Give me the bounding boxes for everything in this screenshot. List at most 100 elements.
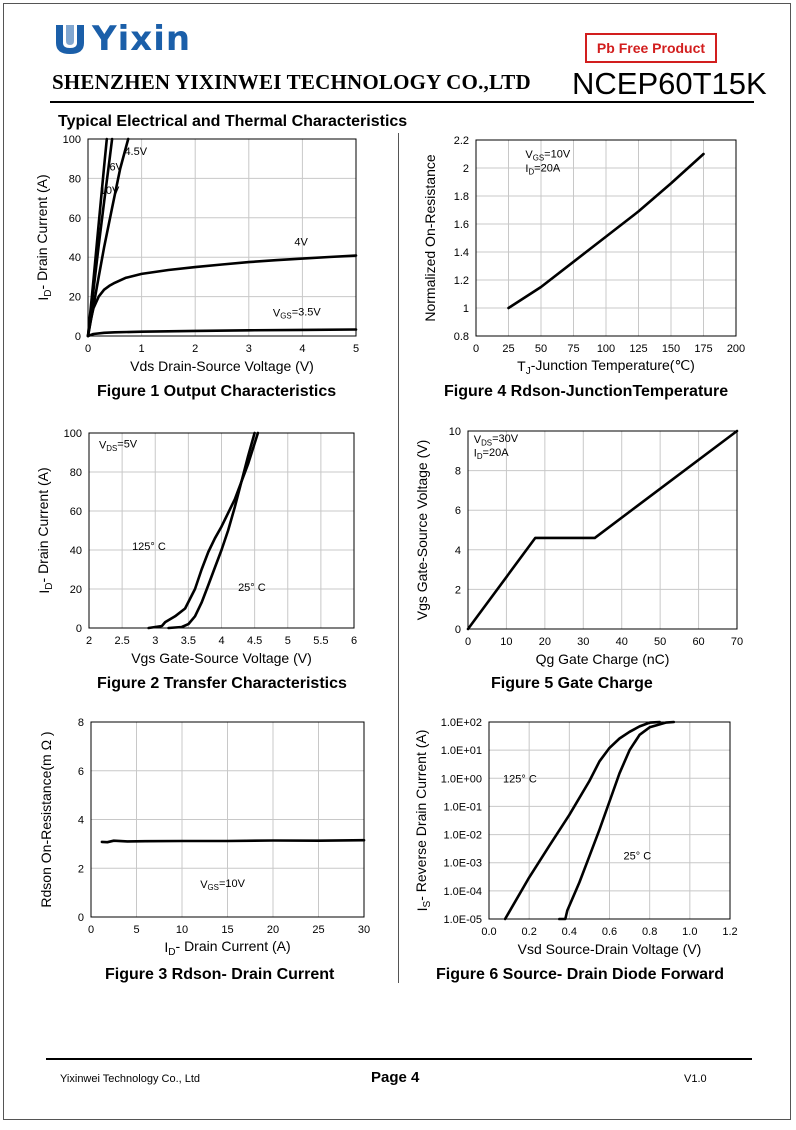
grid: [476, 140, 736, 336]
series-line-vgs-3-5v: [86, 328, 358, 338]
x-tick-label: 2: [192, 343, 198, 355]
y-tick-label: 8: [78, 717, 84, 729]
x-axis-label: Vgs Gate-Source Voltage (V): [131, 650, 312, 666]
x-tick-label: 5: [133, 924, 139, 936]
x-tick-label: 25: [312, 924, 324, 936]
y-tick-label: 60: [70, 506, 82, 518]
y-tick-label: 1.8: [454, 191, 469, 203]
y-tick-label: 1.4: [454, 247, 469, 259]
figure-caption: Figure 4 Rdson-JunctionTemperature: [444, 383, 729, 400]
x-tick-label: 0: [85, 343, 91, 355]
x-tick-label: 20: [267, 924, 279, 936]
x-tick-label: 2: [86, 635, 92, 647]
y-tick-label: 1.0E+01: [441, 745, 482, 757]
footer-version: V1.0: [684, 1073, 707, 1085]
section-title: Typical Electrical and Thermal Character…: [58, 113, 408, 130]
y-tick-label: 20: [69, 292, 81, 304]
x-tick-label: 175: [694, 343, 712, 355]
y-tick-label: 1.0E-02: [443, 830, 482, 842]
y-tick-label: 1.6: [454, 219, 469, 231]
footer-company: Yixinwei Technology Co., Ltd: [60, 1073, 201, 1085]
x-axis-label: Vds Drain-Source Voltage (V): [130, 358, 314, 374]
series-line-6v: [86, 137, 114, 338]
series-line-rdson: [507, 152, 705, 310]
annotation-125-c: 125° C: [132, 541, 166, 553]
x-tick-label: 75: [567, 343, 579, 355]
footer-rule: [46, 1058, 752, 1060]
y-tick-label: 6: [455, 505, 461, 517]
y-tick-label: 2: [455, 584, 461, 596]
annotation-10v: 10V: [100, 185, 120, 197]
x-tick-label: 4: [299, 343, 305, 355]
y-tick-label: 40: [69, 252, 81, 264]
x-axis-label: Qg Gate Charge (nC): [536, 651, 670, 667]
plot-area: [87, 138, 357, 337]
y-axis-label: Vgs Gate-Source Voltage (V): [414, 440, 430, 621]
series-line-25-c: [167, 431, 256, 630]
x-axis-label: ID- Drain Current (A): [164, 938, 290, 958]
x-tick-label: 20: [539, 636, 551, 648]
annotation-6v: 6V: [109, 162, 123, 174]
series-line-125-c: [147, 431, 260, 630]
annotation-vds-5v: VDS=5V: [99, 439, 138, 453]
x-tick-label: 200: [727, 343, 745, 355]
footer-page-number: Page 4: [371, 1069, 420, 1086]
x-tick-label: 0.6: [602, 926, 617, 938]
y-tick-label: 4: [455, 545, 461, 557]
annotation-vds-30v: VDS=30V: [474, 433, 519, 447]
x-tick-label: 125: [629, 343, 647, 355]
page-frame: [3, 3, 791, 1120]
y-tick-label: 1.0E-05: [443, 914, 482, 926]
y-tick-label: 4: [78, 815, 84, 827]
y-tick-label: 0: [455, 624, 461, 636]
x-tick-label: 0.8: [642, 926, 657, 938]
logo-mark-icon: [56, 25, 84, 54]
y-tick-label: 0: [78, 912, 84, 924]
x-tick-label: 30: [577, 636, 589, 648]
x-tick-label: 40: [616, 636, 628, 648]
x-tick-label: 4: [218, 635, 224, 647]
figure-caption: Figure 6 Source- Drain Diode Forward: [436, 966, 725, 983]
x-tick-label: 150: [662, 343, 680, 355]
header-rule: [50, 101, 754, 103]
x-tick-label: 25: [502, 343, 514, 355]
y-tick-label: 0.8: [454, 331, 469, 343]
x-tick-label: 1.0: [682, 926, 697, 938]
y-tick-label: 1: [463, 303, 469, 315]
plot-area: [467, 430, 738, 630]
y-tick-label: 100: [64, 428, 82, 440]
company-name: SHENZHEN YIXINWEI TECHNOLOGY CO.,LTD: [52, 70, 531, 94]
y-axis-label: Normalized On-Resistance: [422, 154, 438, 321]
annotation-4v: 4V: [294, 236, 308, 248]
y-tick-label: 2.2: [454, 135, 469, 147]
plot-area: [90, 721, 365, 918]
x-tick-label: 5: [353, 343, 359, 355]
y-tick-label: 1.0E+00: [441, 773, 482, 785]
grid: [468, 431, 737, 629]
x-tick-label: 50: [535, 343, 547, 355]
y-axis-label: ID- Drain Current (A): [35, 467, 55, 593]
x-tick-label: 0.4: [562, 926, 577, 938]
x-tick-label: 5.5: [313, 635, 328, 647]
series-line-4v: [86, 254, 358, 338]
series-line-25-c: [558, 720, 676, 921]
x-tick-label: 100: [597, 343, 615, 355]
column-divider: [398, 133, 399, 983]
x-tick-label: 30: [358, 924, 370, 936]
annotation-125-c: 125° C: [503, 774, 537, 786]
annotation-4-5v: 4.5V: [124, 146, 147, 158]
y-tick-label: 1.0E-01: [443, 801, 482, 813]
logo: Yixin: [52, 20, 191, 58]
annotation-id-20a: ID=20A: [474, 447, 509, 461]
x-tick-label: 4.5: [247, 635, 262, 647]
figure-caption: Figure 2 Transfer Characteristics: [97, 675, 347, 692]
